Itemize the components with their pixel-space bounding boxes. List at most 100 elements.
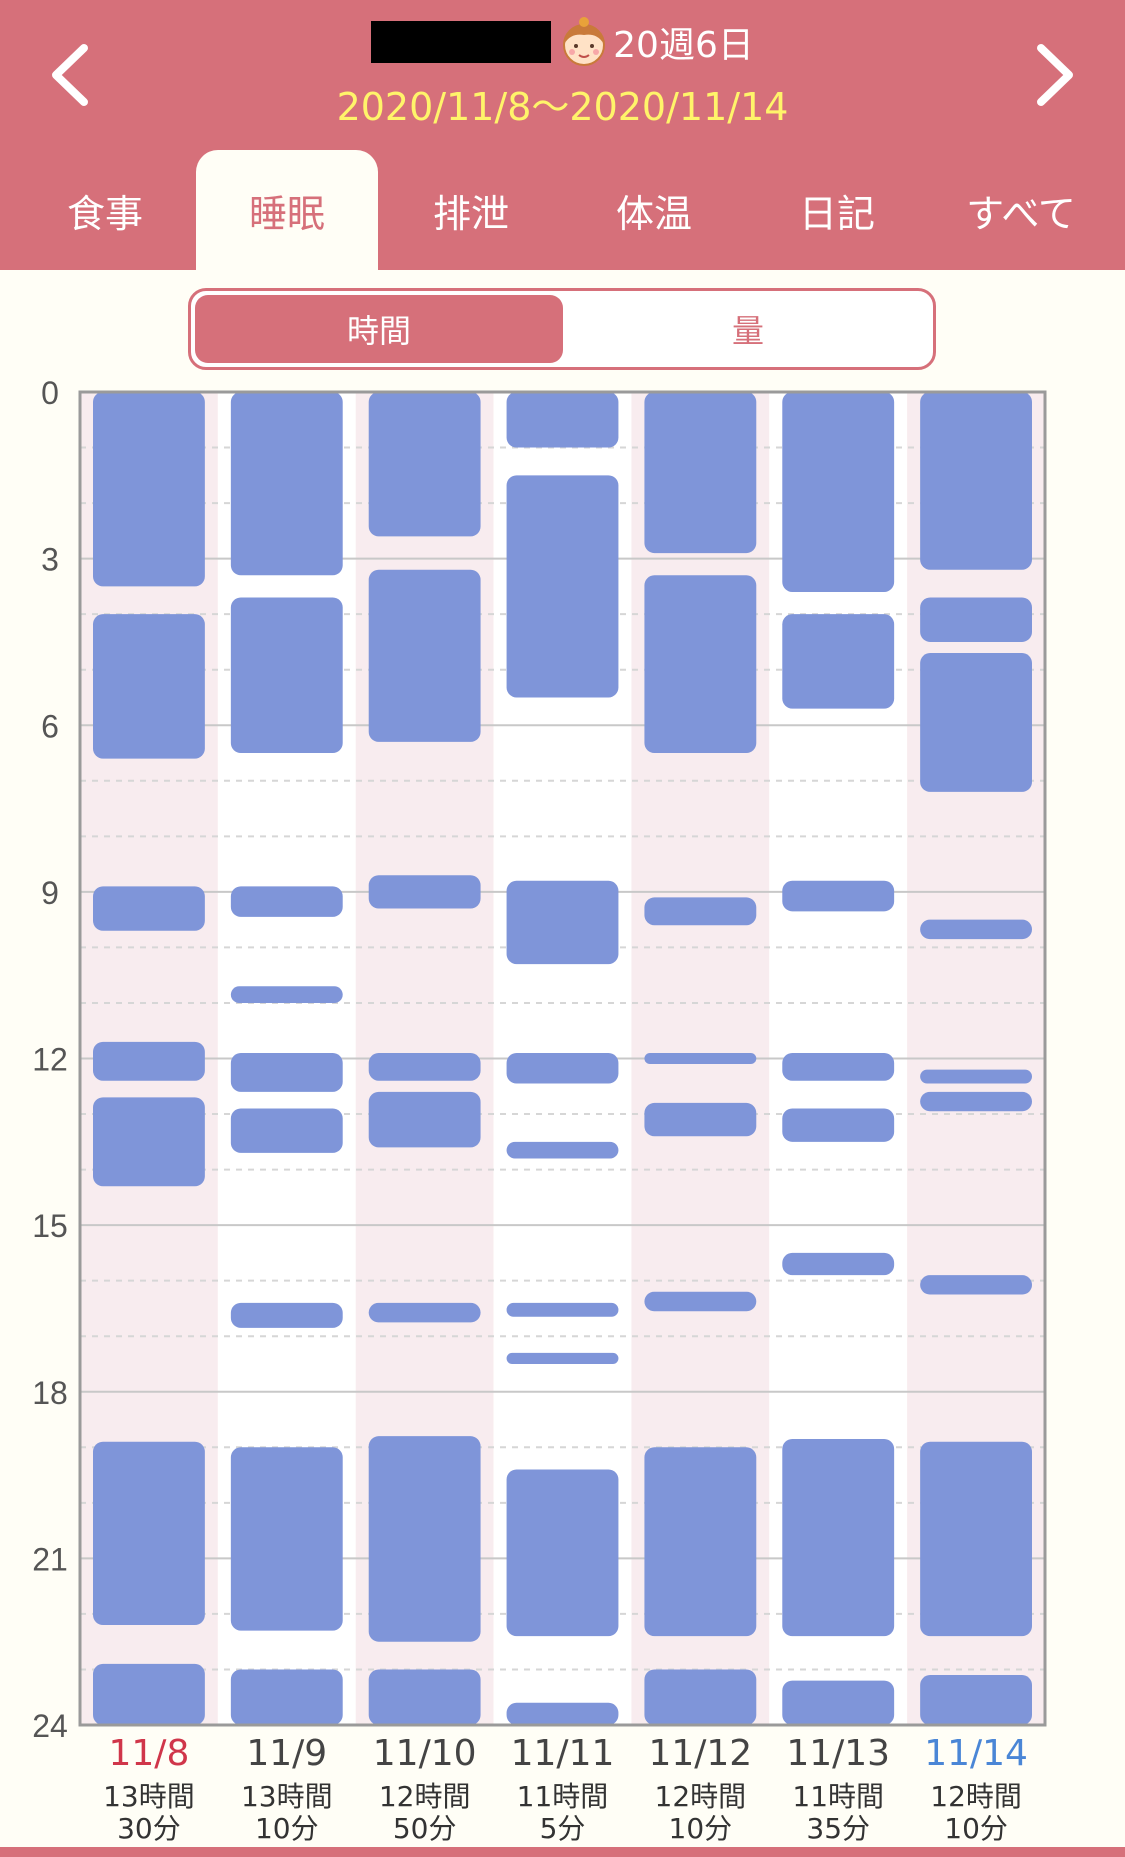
header: 20週6日 2020/11/8〜2020/11/14 食事 睡眠 排泄 体温 日… [0,0,1125,270]
y-tick-label: 18 [32,1375,68,1411]
tab-diary[interactable]: 日記 [798,191,875,236]
sleep-bar [644,1447,757,1637]
sleep-total-minutes: 5分 [540,1812,586,1845]
sleep-bar [230,1302,343,1328]
sleep-bar [506,1702,619,1725]
sleep-bar [93,1041,205,1081]
y-tick-label: 21 [32,1541,68,1577]
sleep-bar [782,1108,895,1142]
sleep-bar [93,886,205,931]
y-tick-label: 3 [41,542,59,578]
sleep-bar [506,475,619,698]
date-label: 11/9 [246,1733,327,1774]
sleep-bar [920,1091,1032,1112]
sleep-bar [230,1108,343,1153]
sleep-bar [506,1302,619,1317]
date-label: 11/8 [109,1733,190,1774]
sleep-bar [506,1352,619,1364]
sleep-total-hours: 12時間 [379,1780,471,1813]
sleep-bar [368,569,481,742]
sleep-bar [506,1052,619,1084]
sleep-bar [644,897,757,926]
sleep-bar [782,1052,895,1081]
sleep-bar [506,880,619,965]
date-label: 11/11 [511,1733,615,1774]
sleep-total-hours: 11時間 [517,1780,609,1813]
tab-meal[interactable]: 食事 [66,191,143,236]
sleep-bar [920,597,1032,642]
sleep-bar [506,1141,619,1159]
week-label: 20週6日 [613,25,754,66]
y-tick-label: 12 [32,1042,68,1078]
sleep-bar [920,1069,1032,1084]
sleep-bar [920,392,1032,570]
sleep-bar [93,392,205,587]
y-tick-label: 6 [41,708,59,744]
sleep-bar [782,1252,895,1276]
y-tick-label: 9 [41,875,59,911]
sleep-bar [782,1680,895,1725]
sleep-bar [93,1441,205,1626]
sleep-bar [368,875,481,909]
sleep-bar [506,392,619,448]
sleep-bar [230,1052,343,1092]
sleep-bar [920,919,1032,940]
time-view-button[interactable]: 時間 [195,295,563,363]
sleep-bar [782,392,895,592]
tab-sleep[interactable]: 睡眠 [196,150,378,270]
date-range: 2020/11/8〜2020/11/14 [336,85,789,129]
bottom-bar [0,1847,1125,1857]
sleep-total-minutes: 35分 [806,1812,870,1845]
sleep-bar [644,1102,757,1137]
sleep-bar [368,1091,481,1148]
sleep-bar [368,1436,481,1642]
sleep-bar [93,614,205,759]
sleep-total-minutes: 10分 [669,1812,733,1845]
sleep-bar [368,1052,481,1081]
sleep-total-minutes: 10分 [255,1812,319,1845]
sleep-bar [368,392,481,537]
sleep-bar [368,1669,481,1725]
sleep-bar [368,1302,481,1323]
sleep-total-hours: 12時間 [655,1780,747,1813]
title-row: 20週6日 [0,12,1125,72]
category-tabs: 食事 睡眠 排泄 体温 日記 すべて [0,150,1125,270]
amount-view-button[interactable]: 量 [731,312,764,350]
sleep-bar [782,1438,895,1637]
sleep-bar [93,1097,205,1187]
date-label: 11/12 [648,1733,752,1774]
chart-frame [78,390,1047,1727]
sleep-bar [506,1469,619,1637]
sleep-bar [230,1669,343,1725]
sleep-bar [230,986,343,1003]
baby-face-icon [563,17,606,66]
date-label: 11/10 [373,1733,477,1774]
date-label: 11/13 [786,1733,890,1774]
sleep-total-hours: 13時間 [103,1780,195,1813]
sleep-total-minutes: 10分 [944,1812,1008,1845]
redacted-name [371,21,552,63]
sleep-bar [782,614,895,709]
sleep-bar [644,1052,757,1065]
chevron-left-icon[interactable] [40,40,110,110]
y-tick-label: 0 [41,375,59,411]
tab-temperature[interactable]: 体温 [615,191,692,236]
sleep-bar [920,1441,1032,1637]
sleep-total-hours: 11時間 [792,1780,884,1813]
sleep-bar [782,880,895,912]
sleep-total-minutes: 30分 [117,1812,181,1845]
sleep-bar [920,1675,1032,1725]
tab-all[interactable]: すべて [966,191,1076,236]
sleep-bar [230,392,343,576]
sleep-total-hours: 12時間 [930,1780,1022,1813]
date-label: 11/14 [924,1733,1028,1774]
sleep-bar [644,575,757,754]
sleep-bar [920,1275,1032,1295]
view-toggle: 時間 量 [188,288,936,370]
y-tick-label: 15 [32,1208,68,1244]
tab-excretion[interactable]: 排泄 [432,191,509,236]
chevron-right-icon[interactable] [1015,40,1085,110]
sleep-bar [644,1669,757,1725]
y-tick-label: 24 [32,1708,68,1744]
